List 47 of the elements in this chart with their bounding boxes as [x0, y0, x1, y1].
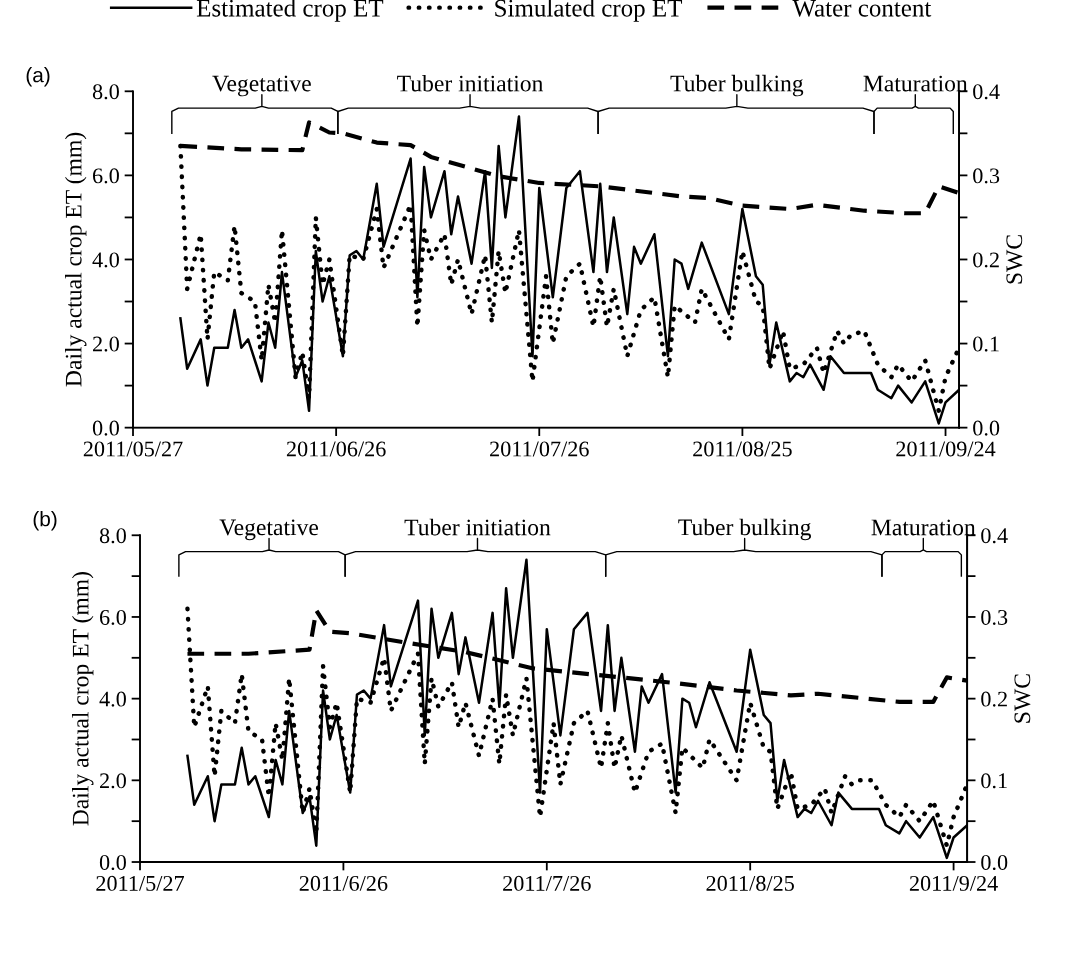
text: (b)	[33, 511, 57, 531]
y-axis-title: Daily actual crop ET (mm)	[72, 572, 94, 826]
y-tick-label: 2.0	[93, 336, 119, 352]
x-tick-label: 2011/9/24	[909, 875, 998, 891]
y-tick-label: 2.0	[100, 773, 126, 789]
y-tick-label: 6.0	[99, 609, 126, 625]
y-tick-label: 8.0	[99, 528, 126, 544]
annotation: Tuber bulking	[670, 74, 804, 97]
x-tick-label: 2011/6/26	[299, 875, 388, 891]
x-tick-label: 2011/07/26	[490, 441, 589, 457]
y-tick-label: 4.0	[92, 252, 119, 268]
x-tick-label: 2011/05/27	[83, 441, 183, 457]
annotation: Vegetative	[219, 519, 319, 541]
y2-axis-title: SWC	[1006, 235, 1023, 284]
y2-tick-label: 0.2	[973, 252, 999, 268]
y-tick-label: 8.0	[92, 84, 119, 100]
annotation: Maturation	[863, 75, 968, 92]
annotation: Tuber initiation	[397, 74, 544, 92]
x-tick-label: 2011/8/25	[706, 875, 794, 891]
text: (a)	[26, 67, 50, 87]
y-tick-label: 0.0	[99, 854, 126, 871]
y2-tick-label: 0.1	[981, 773, 1007, 789]
y2-tick-label: 0.1	[973, 336, 999, 352]
x-tick-label: 2011/5/27	[96, 875, 185, 891]
x-tick-label: 2011/09/24	[896, 441, 996, 457]
y2-tick-label: 0.3	[973, 168, 1000, 184]
y2-tick-label: 0.0	[973, 420, 1000, 436]
annotation: Tuber bulking	[678, 518, 811, 541]
y2-axis-title: SWC	[1014, 674, 1031, 723]
annotation: Vegetative	[212, 75, 311, 97]
x-tick-label: 2011/06/26	[286, 441, 386, 457]
y-tick-label: 0.0	[92, 420, 119, 436]
legend-label: Water content	[792, 0, 932, 17]
y2-tick-label: 0.4	[973, 84, 1000, 100]
y2-tick-label: 0.2	[981, 691, 1007, 707]
y2-tick-label: 0.4	[981, 528, 1008, 544]
annotation: Tuber initiation	[404, 518, 551, 536]
x-tick-label: 2011/7/26	[503, 875, 591, 891]
y-axis-title: Daily actual crop ET (mm)	[65, 132, 87, 387]
y-tick-label: 4.0	[99, 691, 126, 707]
annotation: Maturation	[871, 519, 976, 536]
y-tick-label: 6.0	[92, 168, 119, 184]
y2-tick-label: 0.0	[981, 854, 1008, 871]
legend-label: Simulated crop ET	[495, 0, 683, 22]
x-tick-label: 2011/08/25	[693, 441, 792, 457]
y2-tick-label: 0.3	[981, 609, 1008, 625]
legend-label: Estimated crop ET	[196, 0, 384, 22]
